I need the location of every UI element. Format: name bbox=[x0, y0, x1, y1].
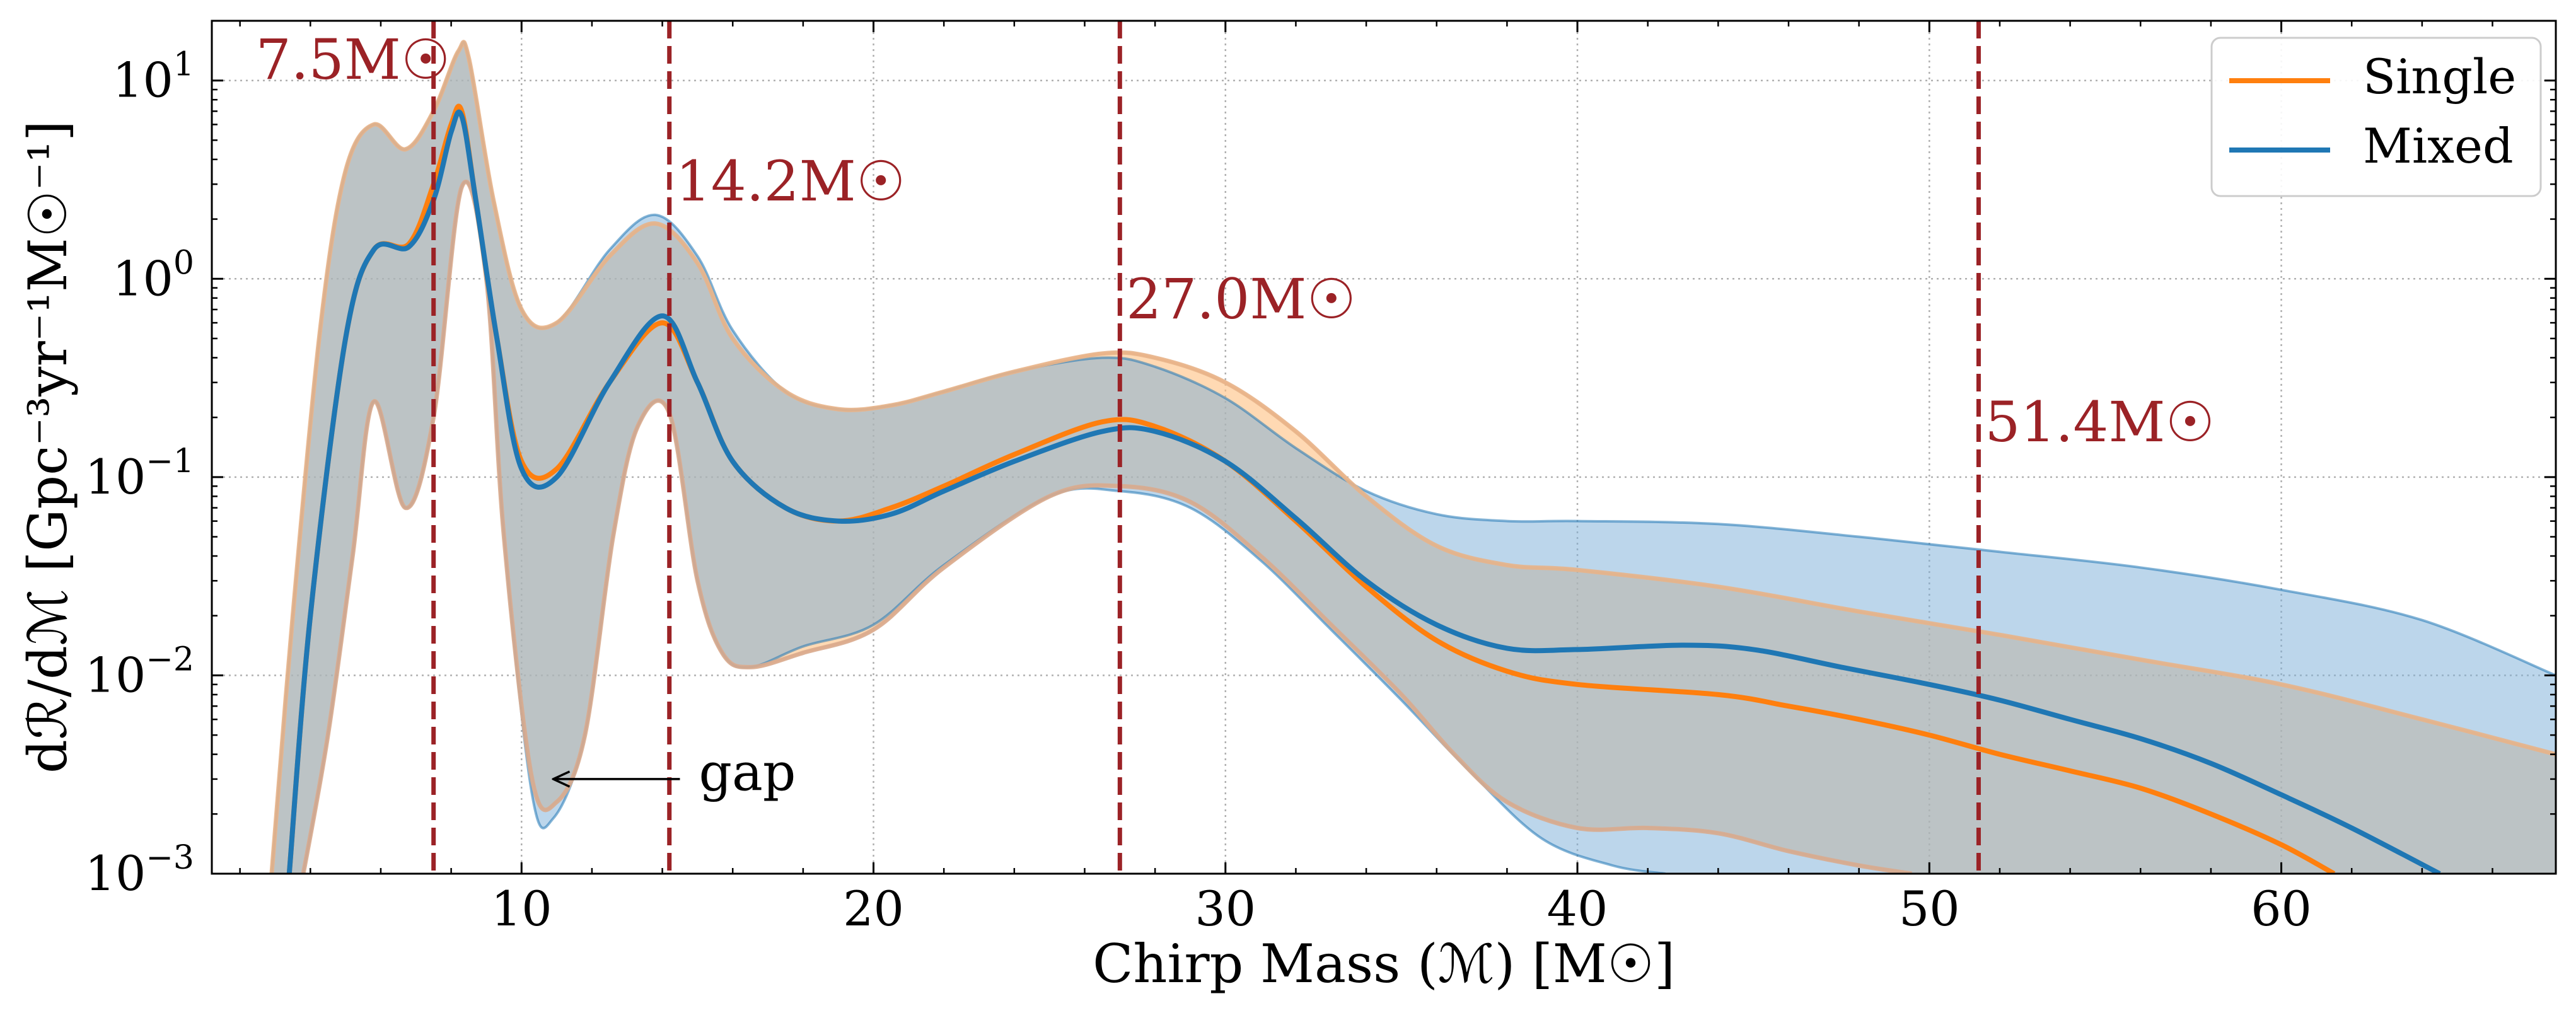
legend: Single Mixed bbox=[2210, 37, 2542, 197]
reference-lines bbox=[431, 21, 1981, 874]
reference-line-labels: 7.5M☉ 14.2M☉ 27.0M☉ 51.4M☉ bbox=[256, 27, 2215, 454]
confidence-bands bbox=[269, 40, 2556, 874]
legend-box bbox=[2210, 37, 2542, 197]
x-tick-label: 30 bbox=[1195, 881, 1256, 937]
reference-line-label: 7.5M☉ bbox=[256, 27, 451, 92]
legend-label-single: Single bbox=[2363, 49, 2516, 105]
single-upper-quantile bbox=[269, 40, 2556, 874]
band-fill-mixed bbox=[271, 42, 2556, 874]
plot-frame bbox=[211, 20, 2557, 875]
y-tick-label: 10−3 bbox=[85, 839, 194, 901]
series-line-mixed bbox=[286, 109, 2441, 874]
gap-annotation: gap bbox=[554, 743, 796, 802]
reference-line-label: 51.4M☉ bbox=[1985, 390, 2215, 454]
x-tick-label: 50 bbox=[1899, 881, 1960, 937]
y-axis-label: dℛ/dℳ [Gpc⁻³yr⁻¹M☉⁻¹] bbox=[17, 120, 79, 773]
y-tick-label: 10−1 bbox=[85, 443, 194, 505]
x-axis-label: Chirp Mass (ℳ) [M☉] bbox=[1093, 933, 1675, 995]
y-tick-label: 100 bbox=[112, 244, 194, 306]
series-line-single bbox=[286, 103, 2336, 874]
x-tick-label: 60 bbox=[2251, 881, 2312, 937]
single-lower-quantile bbox=[301, 180, 1912, 874]
gap-label: gap bbox=[699, 743, 796, 802]
series-lines bbox=[286, 103, 2441, 874]
x-tick-label: 10 bbox=[491, 881, 552, 937]
y-tick-label: 101 bbox=[112, 46, 194, 108]
x-tick-label: 40 bbox=[1547, 881, 1608, 937]
legend-label-mixed: Mixed bbox=[2363, 118, 2514, 174]
reference-line-label: 14.2M☉ bbox=[676, 149, 906, 214]
x-tick-label: 20 bbox=[843, 881, 904, 937]
reference-line-label: 27.0M☉ bbox=[1126, 267, 1356, 332]
y-tick-label: 10−2 bbox=[85, 640, 194, 703]
axis-ticks: 10 20 30 40 50 60 10−3 10−2 10−1 100 101 bbox=[85, 21, 2556, 937]
